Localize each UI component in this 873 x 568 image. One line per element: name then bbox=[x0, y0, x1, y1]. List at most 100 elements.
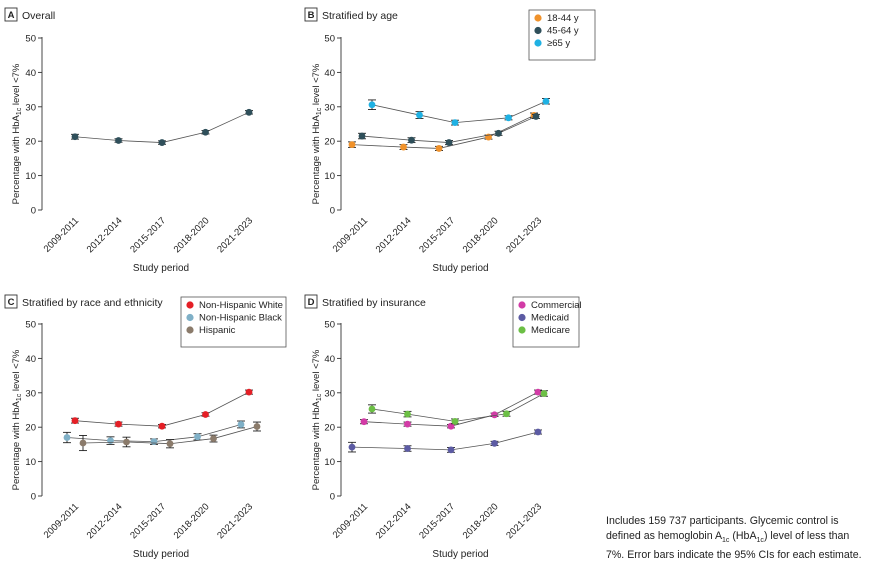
data-point bbox=[495, 129, 502, 137]
data-point bbox=[253, 423, 261, 430]
y-tick-label: 0 bbox=[330, 492, 335, 503]
data-point bbox=[404, 410, 411, 418]
series--65-y bbox=[368, 97, 550, 127]
data-point bbox=[404, 420, 411, 428]
x-tick-label: 2021-2023 bbox=[504, 215, 544, 255]
data-point bbox=[202, 128, 209, 136]
y-axis-label: Percentage with HbA1c level <7% bbox=[11, 63, 23, 204]
y-tick-label: 20 bbox=[25, 137, 36, 148]
caption-line-2-part-2: (HbA bbox=[729, 530, 757, 542]
data-point bbox=[404, 445, 411, 452]
caption-line-2-part-3: ) level of less than bbox=[763, 530, 850, 542]
x-tick-label: 2012-2014 bbox=[85, 501, 125, 541]
data-point bbox=[368, 101, 376, 109]
legend: Non-Hispanic White Non-Hispanic BlackHisp… bbox=[180, 296, 287, 348]
panel-title: Overall bbox=[22, 10, 55, 22]
data-point bbox=[202, 411, 209, 418]
legend-marker bbox=[186, 301, 194, 309]
panel-letter-box bbox=[4, 7, 18, 22]
data-point bbox=[451, 417, 459, 425]
x-tick-label: 2009-2011 bbox=[331, 215, 370, 254]
y-tick-label: 30 bbox=[324, 102, 335, 113]
caption-line-2-part-1: defined as hemoglobin A bbox=[606, 530, 723, 542]
y-tick-label: 10 bbox=[25, 457, 36, 468]
series-line bbox=[351, 431, 539, 451]
x-tick-label: 2015-2017 bbox=[128, 501, 168, 541]
data-point bbox=[210, 435, 217, 442]
legend-marker bbox=[534, 26, 542, 35]
legend-box bbox=[180, 296, 287, 348]
panel-letter-box bbox=[304, 294, 318, 309]
y-tick-label: 50 bbox=[25, 320, 36, 331]
data-point bbox=[540, 390, 548, 397]
data-point bbox=[505, 114, 512, 122]
data-point bbox=[348, 443, 356, 451]
y-axis-label: Percentage with HbA1c level <7% bbox=[311, 349, 323, 490]
legend-marker bbox=[518, 326, 526, 334]
y-tick-label: 30 bbox=[324, 388, 335, 399]
legend-marker bbox=[186, 326, 194, 334]
series-line bbox=[74, 111, 250, 143]
y-tick-label: 40 bbox=[324, 354, 335, 365]
data-point bbox=[166, 440, 174, 448]
legend-label: 18-44 y bbox=[547, 13, 579, 24]
data-point bbox=[408, 136, 415, 144]
x-tick-label: 2015-2017 bbox=[417, 215, 457, 255]
legend-marker bbox=[534, 39, 542, 47]
x-tick-label: 2015-2017 bbox=[128, 215, 168, 255]
series-line bbox=[371, 100, 547, 124]
x-tick-label: 2021-2023 bbox=[215, 501, 255, 541]
figure-caption: Includes 159 737 participants. Glycemic … bbox=[606, 514, 868, 563]
y-tick-label: 10 bbox=[25, 171, 36, 182]
chart-panel-d: D Stratified by insurance 0 10 20 30 40 50 Perce… bbox=[304, 294, 582, 560]
x-tick-label: 2018-2020 bbox=[461, 501, 501, 541]
legend-marker bbox=[518, 301, 526, 309]
series-line bbox=[371, 393, 545, 422]
legend-marker bbox=[186, 313, 194, 322]
series-medicare bbox=[368, 390, 548, 425]
data-point bbox=[368, 405, 376, 413]
data-point bbox=[158, 422, 166, 430]
data-point bbox=[451, 119, 459, 127]
series-non-hispanic-black bbox=[63, 420, 245, 446]
data-point bbox=[358, 132, 366, 140]
caption-line-3: 7%. Error bars indicate the 95% CIs for … bbox=[606, 549, 862, 562]
data-point bbox=[63, 434, 71, 441]
series-non-hispanic-white bbox=[71, 388, 253, 430]
series-commercial bbox=[360, 388, 542, 430]
x-tick-label: 2012-2014 bbox=[85, 215, 125, 255]
data-point bbox=[245, 108, 253, 116]
legend-label: ≥65 y bbox=[547, 38, 570, 49]
y-tick-label: 40 bbox=[324, 68, 335, 79]
data-point bbox=[123, 438, 130, 446]
legend-label: Medicaid bbox=[531, 313, 569, 324]
x-tick-label: 2021-2023 bbox=[215, 215, 255, 255]
y-tick-label: 50 bbox=[25, 34, 36, 45]
y-tick-label: 50 bbox=[324, 34, 335, 45]
data-point bbox=[534, 388, 542, 396]
data-point bbox=[542, 97, 550, 105]
series-18-44-y bbox=[348, 112, 538, 152]
x-tick-label: 2018-2020 bbox=[461, 215, 501, 255]
x-tick-label: 2012-2014 bbox=[374, 501, 414, 541]
caption-subscript-2: 1c bbox=[756, 537, 764, 545]
data-point bbox=[245, 388, 253, 396]
x-tick-label: 2018-2020 bbox=[172, 501, 212, 541]
series-hispanic bbox=[79, 421, 261, 452]
y-tick-label: 20 bbox=[324, 137, 335, 148]
series-medicaid bbox=[348, 428, 542, 454]
y-tick-label: 40 bbox=[25, 68, 36, 79]
data-point bbox=[435, 145, 443, 152]
x-tick-label: 2009-2011 bbox=[42, 215, 81, 254]
legend-label: Commercial bbox=[531, 300, 582, 311]
data-point bbox=[532, 113, 540, 120]
x-tick-label: 2009-2011 bbox=[331, 501, 370, 540]
caption-subscript-1: 1c bbox=[722, 537, 730, 545]
panel-letter: A bbox=[8, 10, 15, 21]
data-point bbox=[107, 437, 114, 445]
panel-title: Stratified by insurance bbox=[322, 297, 426, 309]
data-point bbox=[150, 438, 158, 446]
y-tick-label: 30 bbox=[25, 388, 36, 399]
panel-letter-box bbox=[304, 7, 318, 22]
panel-letter: C bbox=[8, 297, 15, 308]
